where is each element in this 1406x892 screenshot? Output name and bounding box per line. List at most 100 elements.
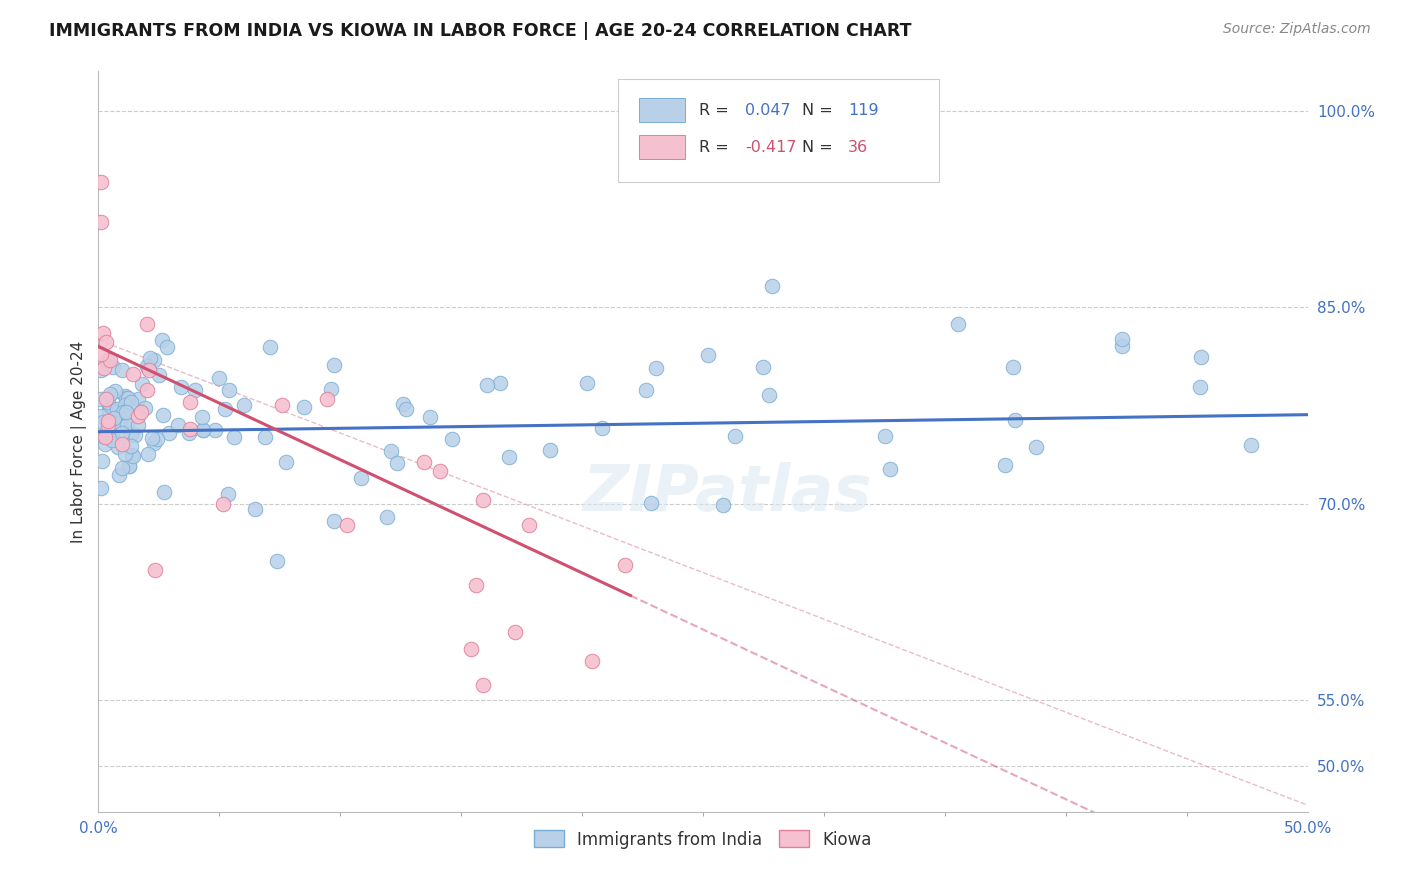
Point [380, 444, 402, 458]
Point [166, 417, 188, 432]
Point [90, 409, 112, 423]
Point [322, 514, 344, 528]
Point [419, 409, 441, 424]
Point [460, 641, 482, 656]
Text: 0.047: 0.047 [745, 103, 792, 118]
Point [122, 450, 145, 464]
Point [645, 361, 668, 376]
Point [111, 426, 134, 441]
Point [107, 416, 129, 430]
Point [441, 432, 464, 446]
Point [107, 440, 129, 454]
Point [115, 391, 138, 405]
Point [104, 384, 127, 398]
Point [97, 395, 120, 409]
Point [117, 391, 139, 405]
Point [191, 423, 214, 437]
Point [90, 454, 112, 468]
Point [591, 421, 613, 435]
Point [581, 655, 603, 669]
Point [118, 459, 141, 474]
Point [141, 431, 163, 445]
Point [146, 433, 169, 447]
Point [214, 402, 236, 417]
Point [218, 383, 240, 397]
Point [148, 368, 170, 382]
Point [385, 456, 408, 470]
Point [120, 394, 142, 409]
Point [761, 279, 783, 293]
Point [138, 446, 160, 460]
Point [488, 376, 510, 390]
Point [179, 422, 201, 436]
Point [169, 380, 191, 394]
Point [517, 517, 540, 532]
Point [107, 468, 129, 483]
Point [576, 376, 599, 390]
Point [91, 326, 114, 341]
Point [429, 464, 451, 478]
Point [153, 485, 176, 500]
Point [112, 419, 135, 434]
Point [336, 518, 359, 533]
Point [233, 398, 256, 412]
Point [1240, 438, 1263, 452]
Point [946, 317, 969, 331]
Point [98, 387, 121, 401]
Point [253, 429, 276, 443]
Point [111, 460, 134, 475]
Point [191, 423, 214, 437]
Point [90, 363, 112, 377]
Point [114, 447, 136, 461]
Point [97, 403, 120, 417]
Bar [638, 135, 685, 159]
Point [115, 418, 138, 433]
Point [90, 392, 112, 406]
Point [156, 340, 179, 354]
Point [90, 347, 112, 361]
Point [271, 398, 294, 412]
Point [103, 410, 125, 425]
Point [1025, 440, 1047, 454]
Point [464, 578, 486, 592]
Text: N =: N = [803, 140, 838, 155]
Point [120, 439, 142, 453]
Point [177, 426, 200, 441]
Point [994, 458, 1017, 473]
Point [179, 395, 201, 409]
Point [114, 398, 136, 412]
Point [879, 462, 901, 476]
Point [350, 471, 373, 485]
Point [139, 351, 162, 366]
Point [90, 429, 112, 443]
Point [135, 359, 157, 374]
Point [1004, 413, 1026, 427]
Point [222, 430, 245, 444]
Point [315, 392, 337, 407]
Point [1189, 380, 1212, 394]
Point [184, 383, 207, 397]
Point [245, 501, 267, 516]
Point [115, 405, 138, 419]
Point [875, 429, 897, 443]
Text: 119: 119 [848, 103, 879, 118]
Point [121, 367, 143, 381]
Point [136, 360, 159, 375]
Point [91, 415, 114, 429]
Point [138, 363, 160, 377]
Point [124, 428, 146, 442]
Point [111, 436, 134, 450]
Point [211, 497, 233, 511]
Point [505, 625, 527, 640]
Point [101, 426, 124, 441]
Point [143, 353, 166, 368]
Point [111, 404, 134, 418]
Point [94, 334, 117, 349]
Point [121, 448, 143, 462]
Text: ZIPatlas: ZIPatlas [582, 462, 872, 524]
Point [90, 215, 112, 229]
Text: R =: R = [699, 140, 734, 155]
Point [117, 458, 139, 473]
Point [1111, 332, 1133, 346]
Point [319, 382, 342, 396]
